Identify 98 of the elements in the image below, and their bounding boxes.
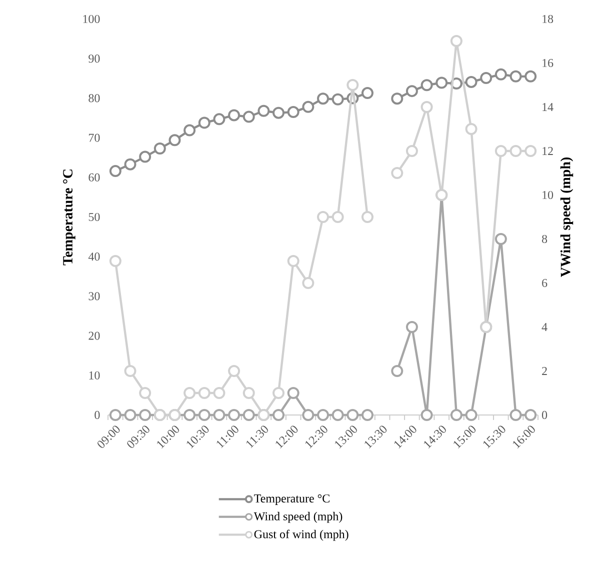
y2-tick-label: 6 bbox=[542, 278, 548, 288]
y2-tick-label: 2 bbox=[542, 367, 547, 375]
y-axis-title: Temperature °C bbox=[63, 170, 76, 266]
y-tick-label: 80 bbox=[88, 94, 100, 102]
point bbox=[109, 165, 122, 178]
point bbox=[124, 158, 136, 170]
y-tick-label: 100 bbox=[83, 14, 100, 24]
point bbox=[302, 408, 314, 421]
point bbox=[154, 142, 166, 154]
legend-label: Gust of wind (mph) bbox=[254, 530, 348, 541]
y-tick-label: 0 bbox=[94, 410, 100, 420]
point bbox=[346, 78, 359, 91]
point bbox=[494, 68, 507, 80]
point bbox=[242, 408, 255, 421]
point bbox=[510, 144, 522, 157]
y-tick-label: 40 bbox=[88, 252, 100, 261]
legend-label: Temperature °C bbox=[254, 494, 330, 505]
point bbox=[391, 166, 404, 179]
point bbox=[213, 386, 226, 399]
point bbox=[332, 93, 344, 106]
y2-tick-label: 4 bbox=[542, 323, 548, 331]
point bbox=[510, 70, 522, 82]
point bbox=[494, 232, 507, 245]
point bbox=[494, 144, 507, 157]
point bbox=[317, 92, 329, 105]
y2-tick-label: 10 bbox=[542, 190, 554, 200]
point bbox=[436, 76, 448, 89]
point bbox=[391, 92, 404, 105]
y2-axis-title: VWind speed (mph) bbox=[560, 157, 574, 277]
point bbox=[524, 70, 537, 82]
point bbox=[287, 254, 300, 267]
point bbox=[406, 144, 418, 157]
point bbox=[465, 408, 478, 421]
point bbox=[465, 76, 478, 88]
y-tick-label: 90 bbox=[88, 54, 100, 63]
y2-tick-label: 8 bbox=[542, 234, 548, 244]
point bbox=[139, 386, 152, 399]
y-tick-label: 60 bbox=[88, 173, 100, 182]
point bbox=[361, 210, 374, 223]
point bbox=[332, 210, 344, 223]
point bbox=[198, 386, 210, 399]
y-tick-label: 50 bbox=[88, 212, 100, 222]
point bbox=[420, 79, 433, 92]
point bbox=[258, 104, 270, 117]
point bbox=[287, 106, 300, 118]
point bbox=[361, 408, 374, 421]
point bbox=[465, 122, 478, 135]
point bbox=[361, 87, 374, 100]
point bbox=[272, 386, 285, 399]
point bbox=[228, 408, 240, 421]
point bbox=[213, 113, 226, 126]
point bbox=[139, 150, 152, 163]
point bbox=[124, 408, 136, 421]
y2-tick-label: 18 bbox=[542, 14, 554, 24]
point bbox=[242, 386, 255, 399]
point bbox=[420, 408, 433, 421]
point bbox=[450, 408, 462, 421]
point bbox=[480, 72, 492, 84]
point bbox=[317, 408, 329, 421]
point bbox=[302, 276, 314, 289]
point bbox=[406, 320, 418, 333]
point bbox=[272, 408, 285, 421]
point bbox=[109, 408, 122, 421]
point bbox=[450, 34, 462, 47]
point bbox=[228, 109, 240, 122]
point bbox=[228, 364, 240, 377]
point bbox=[198, 408, 210, 421]
point bbox=[184, 386, 196, 399]
point bbox=[302, 100, 314, 113]
point bbox=[184, 408, 196, 421]
point bbox=[524, 408, 537, 421]
point bbox=[332, 408, 344, 421]
point bbox=[406, 85, 418, 98]
y-tick-label: 70 bbox=[88, 134, 100, 142]
point bbox=[139, 408, 152, 421]
y2-tick-label: 0 bbox=[542, 410, 548, 420]
y-tick-label: 20 bbox=[88, 332, 100, 340]
point bbox=[168, 134, 181, 146]
y2-tick-label: 16 bbox=[542, 58, 554, 68]
point bbox=[524, 144, 537, 157]
y-tick-label: 10 bbox=[89, 371, 100, 380]
point bbox=[213, 408, 226, 421]
point bbox=[346, 408, 359, 421]
point bbox=[184, 124, 196, 136]
legend-label: Wind speed (mph) bbox=[254, 512, 342, 523]
point bbox=[391, 364, 404, 377]
point bbox=[420, 100, 433, 113]
point bbox=[198, 116, 210, 129]
point bbox=[242, 110, 255, 123]
point bbox=[272, 106, 285, 119]
y-tick-label: 30 bbox=[88, 292, 100, 300]
point bbox=[317, 210, 329, 223]
point bbox=[510, 408, 522, 421]
y2-tick-label: 12 bbox=[542, 147, 553, 155]
point bbox=[287, 386, 300, 399]
y2-tick-label: 14 bbox=[542, 103, 554, 111]
point bbox=[124, 364, 136, 377]
point bbox=[109, 254, 122, 267]
